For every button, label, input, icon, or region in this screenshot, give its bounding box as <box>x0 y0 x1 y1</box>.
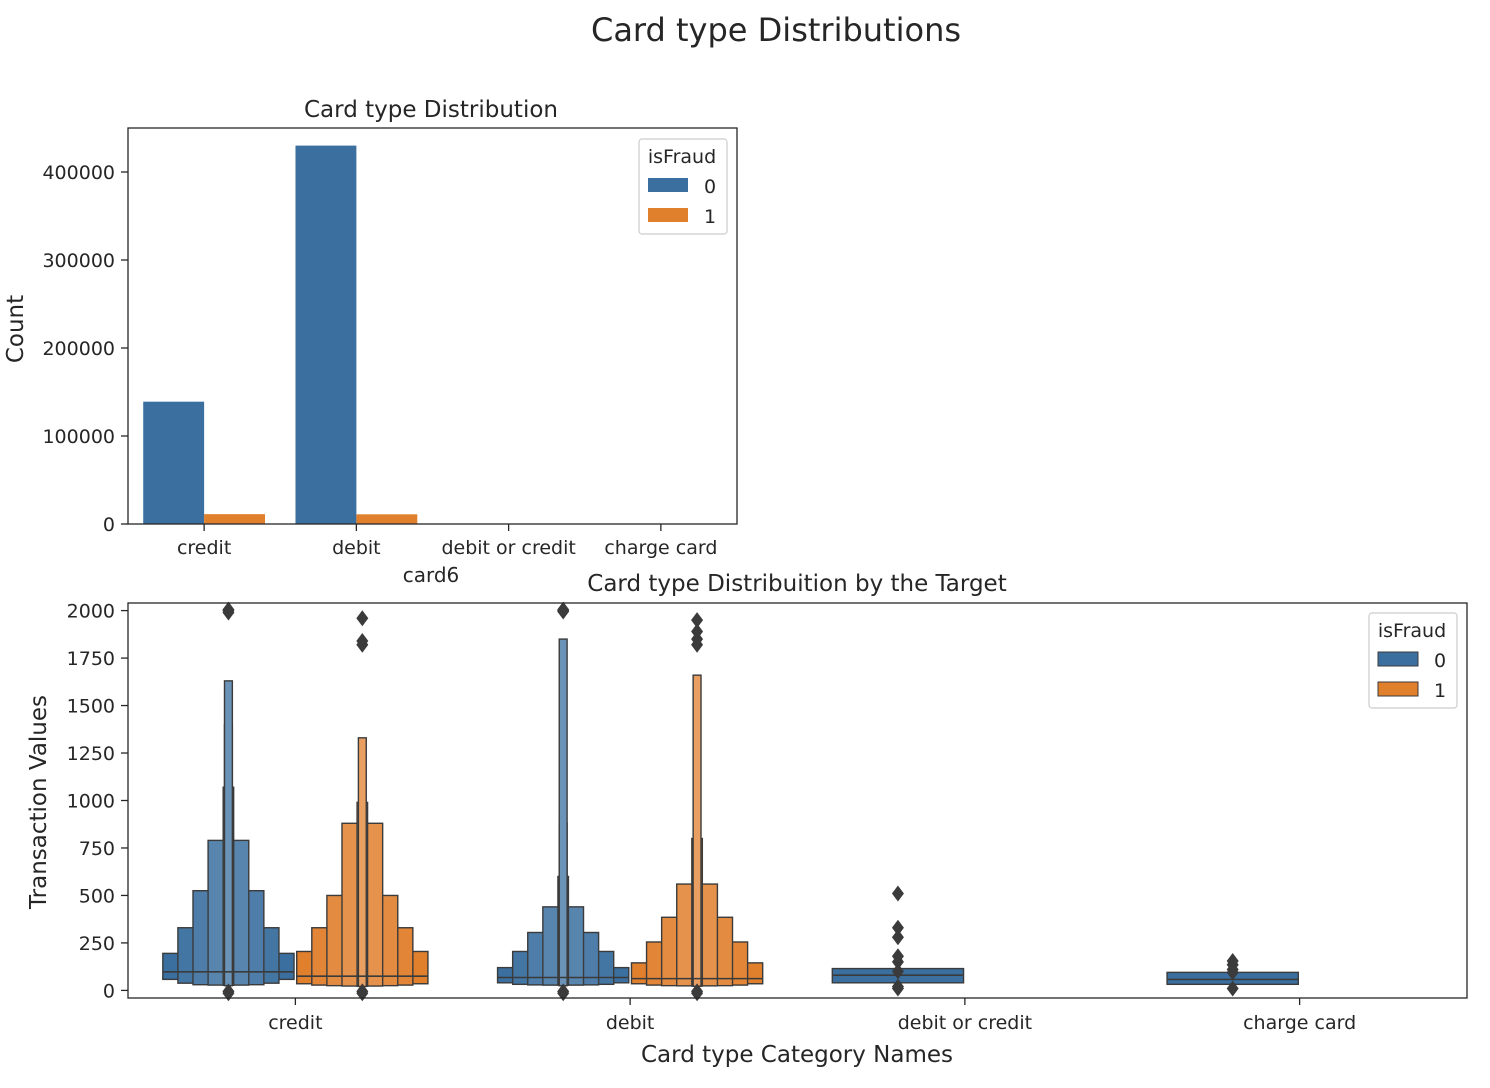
bar-legend-swatch-1 <box>648 208 688 222</box>
boxen-ytick-label: 0 <box>103 980 115 1002</box>
bar-debit-isfraud-0 <box>295 145 357 524</box>
bar-xtick-label: debit or credit <box>441 537 575 559</box>
bar-chart-xlabel: card6 <box>403 563 460 587</box>
boxen-box <box>223 680 234 987</box>
boxen-box <box>558 638 568 987</box>
boxen-outlier <box>222 985 235 1002</box>
boxen-outlier <box>691 985 704 1002</box>
bar-legend-swatch-0 <box>648 178 688 192</box>
bar-chart-frame <box>127 127 738 525</box>
bar-chart-y-axis: 0 100000 200000 300000 400000 <box>42 162 128 536</box>
bar-legend-label-0: 0 <box>704 176 716 198</box>
boxen-outlier <box>891 885 904 902</box>
boxen-outlier <box>557 985 570 1002</box>
boxen-ytick-label: 1750 <box>67 648 115 670</box>
boxen-chart-xlabel: Card type Category Names <box>641 1042 953 1068</box>
boxen-legend-swatch-0 <box>1377 651 1419 667</box>
boxen-outlier <box>691 636 704 653</box>
boxen-group-credit-isfraud-1 <box>296 610 429 1002</box>
boxen-chart-frame <box>127 602 1468 999</box>
boxen-group-credit-isfraud-0 <box>162 601 295 1002</box>
boxen-outlier <box>891 953 904 970</box>
boxen-legend-swatch-1 <box>1377 681 1419 697</box>
boxen-legend-label-0: 0 <box>1434 650 1446 672</box>
boxen-group-debit-or-credit-isfraud-0 <box>831 885 965 997</box>
boxen-outlier <box>356 610 369 627</box>
boxen-outlier <box>356 636 369 653</box>
boxen-chart-x-axis: credit debit debit or credit charge card <box>268 998 1356 1034</box>
boxen-group-debit-isfraud-0 <box>496 601 630 1002</box>
bar-chart-title: Card type Distribution <box>304 97 558 123</box>
boxen-xtick-label: credit <box>268 1012 322 1034</box>
boxen-ytick-label: 500 <box>79 885 115 907</box>
boxen-ytick-label: 1500 <box>67 696 115 718</box>
bar-legend-title: isFraud <box>648 146 716 168</box>
boxen-chart-y-axis: 0 250 500 750 1000 1250 1500 1750 2000 <box>67 601 128 1002</box>
bar-ytick-label: 0 <box>103 514 115 536</box>
bar-ytick-label: 200000 <box>42 338 115 360</box>
boxen-outlier <box>356 985 369 1002</box>
boxen-ytick-label: 2000 <box>67 601 115 623</box>
boxen-chart: Card type Distribuition by the Target 0 2… <box>26 571 1468 1068</box>
boxen-chart-ylabel: Transaction Values <box>26 695 52 910</box>
boxen-outlier <box>557 601 570 618</box>
bar-chart-bars <box>143 145 661 524</box>
figure-suptitle: Card type Distributions <box>591 11 961 49</box>
boxen-xtick-label: charge card <box>1243 1012 1356 1034</box>
bar-ytick-label: 300000 <box>42 250 115 272</box>
boxen-box <box>357 737 367 988</box>
boxen-chart-legend: isFraud 0 1 <box>1368 612 1458 709</box>
bar-chart-x-axis: credit debit debit or credit charge card <box>177 524 717 559</box>
boxen-legend-label-1: 1 <box>1434 680 1446 702</box>
boxen-xtick-label: debit <box>606 1012 655 1034</box>
boxen-chart-title: Card type Distribuition by the Target <box>587 571 1006 597</box>
bar-xtick-label: debit <box>332 537 381 559</box>
bar-xtick-label: credit <box>177 537 231 559</box>
boxen-outlier <box>891 929 904 946</box>
boxen-ytick-label: 750 <box>79 838 115 860</box>
boxen-outlier <box>1226 980 1239 997</box>
boxen-group-debit-isfraud-1 <box>630 612 764 1002</box>
bar-credit-isfraud-1 <box>204 514 266 524</box>
boxen-chart-marks <box>162 601 1299 1002</box>
boxen-outlier <box>691 612 704 629</box>
boxen-outlier <box>891 919 904 936</box>
boxen-legend-title: isFraud <box>1378 620 1446 642</box>
boxen-box <box>692 674 702 987</box>
boxen-ytick-label: 1000 <box>67 791 115 813</box>
bar-chart-ylabel: Count <box>3 295 29 363</box>
boxen-ytick-label: 250 <box>79 933 115 955</box>
bar-legend-label-1: 1 <box>704 206 716 228</box>
boxen-outlier <box>891 963 904 980</box>
boxen-group-charge-card-isfraud-0 <box>1166 952 1299 997</box>
bar-debit-isfraud-1 <box>356 514 418 524</box>
boxen-outlier <box>891 980 904 997</box>
bar-xtick-label: charge card <box>604 537 717 559</box>
bar-chart-legend: isFraud 0 1 <box>638 138 728 235</box>
bar-credit-isfraud-0 <box>143 401 205 524</box>
boxen-xtick-label: debit or credit <box>898 1012 1032 1034</box>
boxen-ytick-label: 1250 <box>67 743 115 765</box>
boxen-outlier <box>222 601 235 618</box>
bar-chart: Card type Distribution 0 100000 200000 3000… <box>3 97 738 587</box>
bar-ytick-label: 400000 <box>42 162 115 184</box>
bar-ytick-label: 100000 <box>42 426 115 448</box>
boxen-outlier <box>1226 964 1239 981</box>
